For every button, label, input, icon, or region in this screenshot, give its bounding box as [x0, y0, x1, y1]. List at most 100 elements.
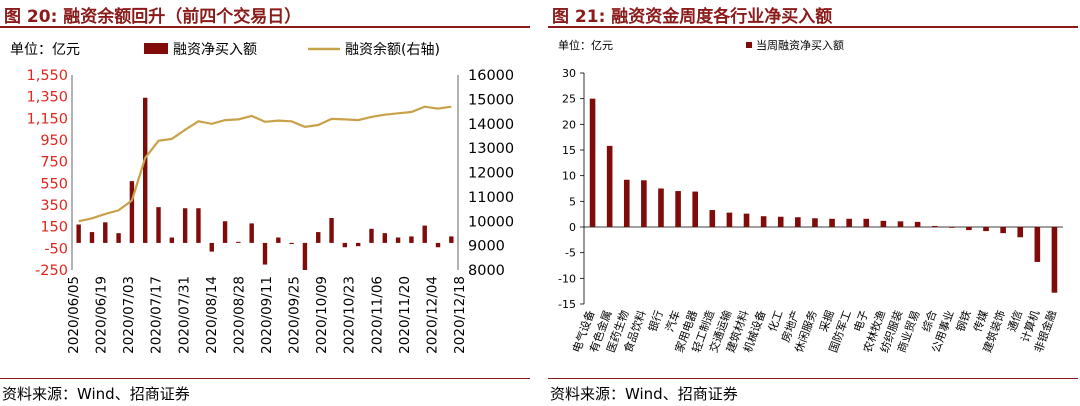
right-title-rule	[548, 26, 1078, 28]
left-x-tick-label: 2020/10/23	[342, 276, 358, 354]
left-y-tick-label: -50	[44, 241, 68, 257]
left-y-tick-label: 1,550	[26, 68, 68, 84]
left-legend-bar-swatch	[144, 43, 168, 54]
right-figure-title: 图 21: 融资资金周度各行业净买入额	[552, 2, 832, 27]
left-bar	[103, 222, 108, 243]
right-y-tick-label: -5	[565, 247, 576, 260]
left-source-note: 资料来源：Wind、招商证券	[2, 385, 190, 403]
left-y-tick-label: 150	[40, 220, 68, 236]
left-y2-tick-label: 15000	[468, 92, 514, 108]
right-bar	[692, 191, 698, 227]
left-figure-caption: 融资余额回升（前四个交易日）	[63, 7, 302, 27]
left-bar	[382, 233, 387, 243]
right-bar	[897, 221, 904, 227]
right-chart-panel: 图 21: 融资资金周度各行业净买入额 单位：亿元 当周融资净买入额 30 25 20 1…	[548, 0, 1078, 406]
left-y-tick-label: 1,150	[26, 111, 68, 127]
right-bar	[931, 225, 938, 227]
left-x-tick-label: 2020/07/31	[176, 276, 192, 354]
right-y-tick-label: 20	[562, 118, 576, 131]
left-x-tick-label: 2020/07/17	[149, 276, 165, 354]
right-chart: 单位：亿元 当周融资净买入额 30 25 20 15 10 5 0 -5 -10 -15 电气设备 有色金…	[548, 32, 1078, 376]
left-bar	[169, 237, 175, 243]
left-x-tick-label: 2020/11/20	[397, 276, 413, 354]
right-bar	[880, 220, 887, 227]
right-bar	[914, 221, 921, 227]
right-y-tick-label: -10	[558, 272, 576, 285]
left-y-tick-label: 550	[40, 176, 68, 192]
left-bar	[316, 232, 321, 243]
right-bar	[589, 98, 596, 228]
left-bar	[302, 242, 308, 270]
left-bar	[262, 242, 268, 265]
left-y-tick-label: -250	[35, 263, 68, 279]
left-y2-tick-label: 10000	[468, 214, 514, 230]
left-bar	[116, 233, 121, 243]
left-bar	[89, 232, 95, 243]
right-bar	[658, 188, 664, 227]
left-figure-title: 图 20: 融资余额回升（前四个交易日）	[4, 2, 301, 27]
left-chart-panel: 图 20: 融资余额回升（前四个交易日） 单位：亿元 融资净买入额 融资余额(右轴)…	[0, 0, 530, 406]
right-y-tick-label: 30	[562, 67, 576, 80]
left-chart: 单位：亿元 融资净买入额 融资余额(右轴) 1,550 1,350 1,150 950 750…	[0, 32, 530, 376]
left-bar	[129, 181, 135, 243]
right-bar	[846, 218, 852, 227]
left-x-tick-label: 2020/11/06	[369, 276, 385, 354]
left-bar	[435, 242, 441, 248]
right-y-tick-label: 5	[569, 195, 576, 208]
right-chart-svg: 单位：亿元 当周融资净买入额302520151050-5-10-15电气设备有色金…	[558, 38, 1063, 354]
left-x-tick-label: 2020/10/09	[314, 276, 330, 354]
left-x-tick-label: 2020/06/19	[94, 276, 110, 354]
right-bar	[641, 180, 647, 227]
left-y2-tick-label: 8000	[468, 263, 505, 279]
left-bar	[249, 223, 254, 243]
left-y2-tick-label: 16000	[468, 68, 514, 84]
left-bar	[236, 241, 241, 243]
left-bar	[209, 242, 214, 252]
left-figure-number: 图 20:	[4, 7, 58, 27]
left-bar	[143, 97, 148, 243]
left-bar	[449, 236, 454, 243]
right-figure-caption: 融资资金周度各行业净买入额	[611, 7, 833, 27]
right-bar	[726, 212, 733, 227]
left-bar	[369, 228, 374, 243]
left-bar	[182, 208, 188, 243]
left-source-rule	[0, 378, 530, 379]
right-unit-label: 单位：亿元	[558, 38, 613, 52]
right-figure-number: 图 21:	[552, 7, 606, 27]
left-bar	[422, 225, 427, 243]
left-x-tick-label: 2020/06/05	[66, 276, 82, 354]
right-y-tick-label: 25	[562, 93, 576, 106]
left-x-tick-label: 2020/07/03	[121, 276, 137, 354]
left-x-tick-label: 2020/08/28	[231, 276, 247, 354]
right-bar	[623, 179, 630, 227]
left-x-tick-label: 2020/09/11	[259, 276, 275, 354]
left-legend-bar-label: 融资净买入额	[173, 42, 257, 58]
left-bar	[196, 208, 201, 243]
left-bar	[342, 242, 348, 248]
left-bar	[355, 242, 361, 247]
right-y-tick-label: 15	[562, 144, 576, 157]
left-y-tick-label: 350	[40, 198, 68, 214]
right-source-note: 资料来源：Wind、招商证券	[550, 385, 738, 403]
right-bar	[795, 217, 801, 227]
left-bar	[156, 207, 161, 243]
left-bar	[395, 237, 401, 243]
right-bar	[1034, 227, 1041, 262]
left-bar	[329, 218, 334, 243]
left-y-tick-label: 950	[40, 133, 68, 149]
right-bar	[1051, 227, 1058, 293]
right-source-rule	[548, 378, 1078, 379]
right-y-tick-label: 10	[562, 170, 576, 183]
left-y-tick-label: 750	[40, 155, 68, 171]
left-bar	[409, 236, 414, 243]
right-bar	[966, 227, 972, 231]
right-bar	[760, 216, 767, 227]
right-bar	[675, 191, 681, 227]
left-bar	[289, 242, 294, 244]
left-y2-tick-label: 11000	[468, 190, 514, 206]
left-y-tick-label: 1,350	[26, 90, 68, 106]
left-bar	[276, 237, 281, 243]
left-title-rule	[0, 26, 530, 28]
right-bar	[829, 218, 835, 227]
right-bar	[606, 145, 613, 227]
